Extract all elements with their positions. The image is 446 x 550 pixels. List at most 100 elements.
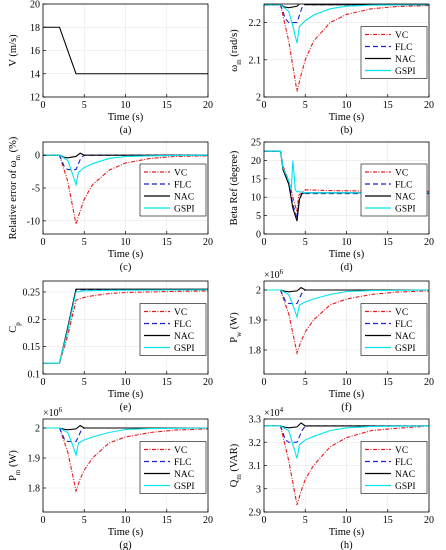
x-tick-label: 10 <box>342 515 352 526</box>
x-axis-label: Time (s) <box>108 112 144 123</box>
legend-label: GSPI <box>395 205 416 215</box>
x-tick-label: 20 <box>424 515 434 526</box>
legend-box <box>139 163 207 217</box>
panel-caption: (h) <box>340 540 353 550</box>
series-line-v <box>43 26 208 75</box>
x-tick-label: 0 <box>262 377 267 388</box>
x-tick-label: 5 <box>82 100 87 111</box>
legend-label: FLC <box>174 181 191 191</box>
y-axis-label: Cp <box>8 322 22 333</box>
x-tick-label: 0 <box>262 237 267 248</box>
series-line-gspi <box>264 150 429 194</box>
x-tick-label: 5 <box>303 377 308 388</box>
chart-panel-b: 0 5 10 15 20 2 2.1 2.2 Time (s) ωm (rad/s) (b) VC FL… <box>229 3 434 136</box>
x-tick-label: 0 <box>41 237 46 248</box>
x-tick-label: 15 <box>162 515 172 526</box>
panel-caption: (f) <box>341 402 352 413</box>
y-tick-label: 12 <box>30 93 40 104</box>
x-tick-label: 5 <box>303 515 308 526</box>
y-tick-label: 1.9 <box>249 316 262 327</box>
y-tick-label: 0.1 <box>28 370 41 381</box>
axis-exponent: ×106 <box>43 406 63 419</box>
legend-box <box>360 303 428 356</box>
series-line-vc <box>264 4 429 92</box>
y-tick-label: 0 <box>256 230 261 241</box>
axis-exponent: ×104 <box>264 406 284 419</box>
y-tick-label: 16 <box>30 46 40 57</box>
x-tick-label: 0 <box>41 100 46 111</box>
y-axis-label: Beta Ref (degree) <box>229 150 240 225</box>
x-axis-label: Time (s) <box>329 249 365 260</box>
chart-panel-h: 0 5 10 15 20 2.9 3 3.1 3.2 3.3×104 Time (s) Qm (VAR… <box>229 406 434 550</box>
y-tick-label: 20 <box>30 0 40 11</box>
x-tick-label: 20 <box>203 237 213 248</box>
x-tick-label: 10 <box>121 377 131 388</box>
legend-label: GSPI <box>174 205 195 215</box>
legend: VC FLC NAC GSPI <box>360 26 428 79</box>
legend-label: VC <box>395 169 408 179</box>
x-tick-label: 15 <box>162 237 172 248</box>
chart-panel-e: 0 5 10 15 20 0.1 0.15 0.2 0.25 Time (s) Cp (e) VC FLC… <box>8 280 213 413</box>
y-tick-label: 0.2 <box>28 315 41 326</box>
chart-panel-d: 0 5 10 15 20 0 5 10 15 20 25 Time (s) Beta Ref (degr… <box>229 138 434 274</box>
y-tick-label: 0.15 <box>23 342 41 353</box>
x-tick-label: 10 <box>342 377 352 388</box>
x-tick-label: 10 <box>342 237 352 248</box>
x-axis-label: Time (s) <box>108 389 144 400</box>
y-tick-label: 3.2 <box>249 438 262 449</box>
x-tick-label: 10 <box>121 100 131 111</box>
x-axis-label: Time (s) <box>108 527 144 538</box>
series-line-vc <box>43 290 208 364</box>
panel-caption: (a) <box>120 125 132 136</box>
x-tick-label: 0 <box>41 515 46 526</box>
legend-label: NAC <box>395 55 415 65</box>
legend-label: VC <box>174 308 187 318</box>
panel-caption: (d) <box>340 262 353 273</box>
axis-exponent: ×106 <box>264 268 284 281</box>
y-axis-label: Qm (VAR) <box>229 443 243 487</box>
y-tick-label: 10 <box>251 193 261 204</box>
y-tick-label: 20 <box>251 156 261 167</box>
legend: VC FLC NAC GSPI <box>139 441 207 494</box>
x-tick-label: 5 <box>303 100 308 111</box>
x-axis-label: Time (s) <box>329 112 365 123</box>
y-axis-label: Pm (W) <box>8 450 22 481</box>
y-tick-label: 2 <box>256 93 261 104</box>
legend-label: GSPI <box>395 344 416 354</box>
y-tick-label: 2 <box>35 424 40 435</box>
series-line-gspi <box>264 4 429 44</box>
legend-label: GSPI <box>395 67 416 77</box>
panel-caption: (b) <box>340 125 353 136</box>
y-tick-label: 3.3 <box>249 415 262 426</box>
legend-label: NAC <box>395 332 415 342</box>
series-line-gspi <box>264 425 429 459</box>
legend-box <box>139 441 207 494</box>
legend-label: GSPI <box>174 482 195 492</box>
x-axis-label: Time (s) <box>108 249 144 260</box>
x-tick-label: 5 <box>303 237 308 248</box>
x-tick-label: 20 <box>203 377 213 388</box>
legend-label: NAC <box>174 193 194 203</box>
x-tick-label: 0 <box>262 515 267 526</box>
x-tick-label: 15 <box>383 237 393 248</box>
y-tick-label: 18 <box>30 23 40 34</box>
y-tick-label: 2 <box>256 286 261 297</box>
x-tick-label: 20 <box>203 100 213 111</box>
x-tick-label: 10 <box>342 100 352 111</box>
legend-box <box>360 26 428 79</box>
y-tick-label: 0.25 <box>23 287 41 298</box>
y-tick-label: 1.8 <box>249 346 262 357</box>
y-axis-label: V (m/s) <box>8 34 19 67</box>
panel-caption: (c) <box>120 262 132 273</box>
x-tick-label: 10 <box>121 237 131 248</box>
x-tick-label: 0 <box>262 100 267 111</box>
x-tick-label: 15 <box>383 377 393 388</box>
legend: VC FLC NAC GSPI <box>360 303 428 356</box>
panel-caption: (e) <box>120 402 132 413</box>
x-axis-label: Time (s) <box>329 389 365 400</box>
legend-label: FLC <box>395 320 412 330</box>
legend: VC FLC NAC GSPI <box>360 441 428 494</box>
x-tick-label: 15 <box>162 377 172 388</box>
legend-label: VC <box>174 446 187 456</box>
